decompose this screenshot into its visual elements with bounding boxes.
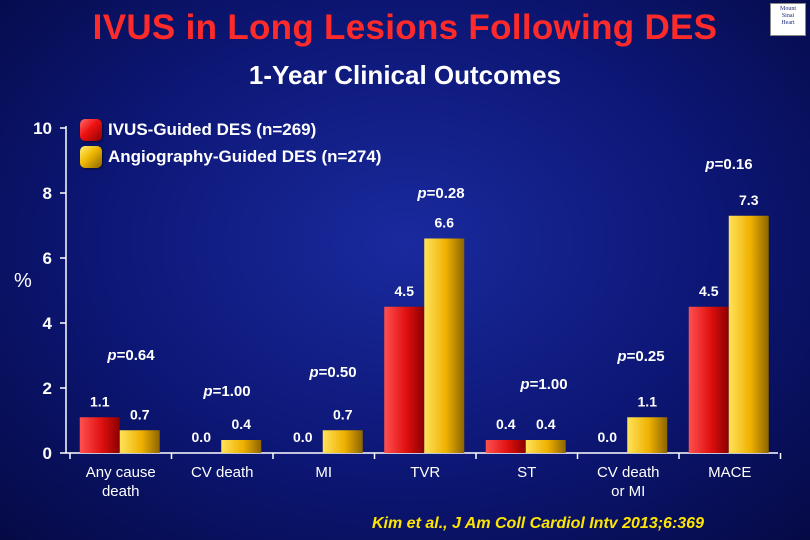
value-label-angio: 6.6 xyxy=(435,215,455,231)
value-label-angio: 1.1 xyxy=(638,393,658,409)
legend-swatch-ivus xyxy=(80,118,102,141)
value-label-ivus: 0.0 xyxy=(598,429,618,445)
p-value-label: p=0.25 xyxy=(616,348,664,365)
value-label-ivus: 4.5 xyxy=(699,283,719,299)
value-label-angio: 0.4 xyxy=(536,416,556,432)
bar-angio xyxy=(221,440,262,453)
citation: Kim et al., J Am Coll Cardiol Intv 2013;… xyxy=(372,515,704,532)
x-category-label: CV death xyxy=(191,464,254,481)
p-value-label: p=0.16 xyxy=(704,156,752,173)
legend-item-ivus: IVUS-Guided DES (n=269) xyxy=(80,116,381,143)
y-tick-label: 4 xyxy=(43,314,53,333)
p-value-label: p=1.00 xyxy=(519,376,567,393)
value-label-angio: 0.7 xyxy=(130,406,150,422)
bar-angio xyxy=(525,440,566,453)
value-label-ivus: 0.0 xyxy=(293,429,313,445)
y-tick-label: 0 xyxy=(43,444,52,463)
value-label-ivus: 0.4 xyxy=(496,416,516,432)
value-label-angio: 7.3 xyxy=(739,192,759,208)
value-label-angio: 0.7 xyxy=(333,406,353,422)
p-value-label: p=0.64 xyxy=(106,347,155,364)
value-label-ivus: 1.1 xyxy=(90,393,110,409)
p-value-label: p=0.50 xyxy=(308,364,356,381)
y-axis-label: % xyxy=(14,270,32,292)
x-category-label: Any cause death xyxy=(86,464,156,500)
legend: IVUS-Guided DES (n=269) Angiography-Guid… xyxy=(80,116,381,170)
value-label-ivus: 4.5 xyxy=(395,283,415,299)
y-tick-label: 2 xyxy=(43,379,52,398)
legend-swatch-angio xyxy=(80,145,102,168)
legend-label-angio: Angiography-Guided DES (n=274) xyxy=(108,146,382,166)
y-tick-label: 6 xyxy=(43,249,52,268)
legend-label-ivus: IVUS-Guided DES (n=269) xyxy=(108,119,317,139)
x-category-label: CV death or MI xyxy=(597,464,660,500)
x-category-label: MACE xyxy=(708,464,751,481)
bar-angio xyxy=(627,417,668,453)
value-label-ivus: 0.0 xyxy=(192,429,212,445)
chart-title: IVUS in Long Lesions Following DES xyxy=(92,8,718,47)
bar-angio xyxy=(322,430,363,453)
legend-item-angio: Angiography-Guided DES (n=274) xyxy=(80,143,381,170)
bar-ivus xyxy=(485,440,526,453)
bar-ivus xyxy=(688,306,729,453)
bar-ivus xyxy=(384,306,425,453)
p-value-label: p=1.00 xyxy=(202,383,250,400)
y-tick-label: 8 xyxy=(43,184,52,203)
bar-angio xyxy=(728,215,769,453)
x-category-label: MI xyxy=(315,464,332,481)
x-category-label: TVR xyxy=(410,464,440,481)
chart-subtitle: 1-Year Clinical Outcomes xyxy=(248,60,562,90)
bar-ivus xyxy=(79,417,120,453)
y-tick-label: 10 xyxy=(33,119,52,138)
institution-logo: Mount Sinai Heart xyxy=(770,3,806,36)
bar-angio xyxy=(424,238,465,453)
x-category-label: ST xyxy=(517,464,536,481)
p-value-label: p=0.28 xyxy=(416,185,464,202)
bar-angio xyxy=(119,430,160,453)
value-label-angio: 0.4 xyxy=(232,416,252,432)
